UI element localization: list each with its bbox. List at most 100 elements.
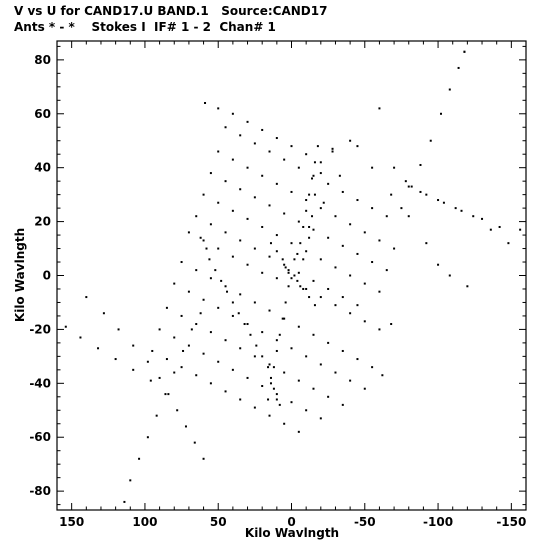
uv-point: [319, 161, 322, 164]
uv-point: [305, 199, 308, 202]
uv-point: [312, 174, 315, 177]
uv-point: [283, 422, 286, 425]
uv-point: [308, 225, 311, 228]
uv-point: [149, 379, 152, 382]
uv-point: [290, 190, 293, 193]
uv-point: [190, 328, 193, 331]
uv-point: [246, 166, 249, 169]
uv-point: [311, 215, 314, 218]
uv-point: [231, 112, 234, 115]
x-axis-label: Kilo Wavlngth: [245, 526, 339, 540]
uv-point: [448, 88, 451, 91]
uv-point: [297, 379, 300, 382]
uv-point: [217, 306, 220, 309]
uv-point: [275, 277, 278, 280]
uv-point: [151, 349, 154, 352]
uv-point: [184, 425, 187, 428]
uv-point: [267, 366, 270, 369]
uv-point: [297, 220, 300, 223]
y-tick-label: -60: [29, 430, 51, 444]
uv-point: [246, 323, 249, 326]
uv-point: [269, 382, 272, 385]
uv-point: [378, 328, 381, 331]
uv-point: [205, 247, 208, 250]
uv-point: [356, 199, 359, 202]
uv-point: [224, 285, 227, 288]
uv-point: [297, 325, 300, 328]
uv-point: [349, 312, 352, 315]
uv-point: [275, 234, 278, 237]
uv-point: [425, 193, 428, 196]
uv-point: [327, 287, 330, 290]
uv-point: [268, 414, 271, 417]
uv-point: [308, 296, 311, 299]
uv-point: [195, 269, 198, 272]
uv-point: [284, 301, 287, 304]
uv-point: [283, 212, 286, 215]
uv-point: [275, 393, 278, 396]
uv-point: [349, 139, 352, 142]
uv-point: [146, 360, 149, 363]
uv-point: [419, 163, 422, 166]
uv-point: [407, 185, 410, 188]
uv-point: [281, 258, 284, 261]
uv-point: [419, 190, 422, 193]
uv-point: [224, 390, 227, 393]
uv-points: [64, 50, 522, 503]
uv-point: [429, 139, 432, 142]
uv-point: [457, 66, 460, 69]
uv-point: [261, 174, 264, 177]
uv-point: [158, 376, 161, 379]
uv-point: [261, 271, 264, 274]
uv-point: [231, 368, 234, 371]
uv-point: [79, 336, 82, 339]
uv-point: [338, 174, 341, 177]
uv-point: [371, 261, 374, 264]
uv-point: [334, 215, 337, 218]
uv-point: [327, 395, 330, 398]
uv-point: [275, 339, 278, 342]
uv-point: [305, 250, 308, 253]
uv-point: [312, 228, 315, 231]
uv-point: [393, 166, 396, 169]
uv-point: [249, 333, 252, 336]
uv-point: [231, 158, 234, 161]
uv-point: [167, 393, 170, 396]
uv-point: [155, 414, 158, 417]
uv-point: [253, 196, 256, 199]
uv-point: [404, 180, 407, 183]
uv-point: [231, 209, 234, 212]
uv-point: [226, 290, 229, 293]
uv-point: [272, 366, 275, 369]
uv-point: [253, 355, 256, 358]
chart-title: V vs U for CAND17.U BAND.1 Source:CAND17: [14, 4, 328, 18]
uv-point: [302, 287, 305, 290]
uv-point: [146, 436, 149, 439]
uv-point: [246, 376, 249, 379]
uv-point: [319, 417, 322, 420]
x-tick-label: -50: [354, 515, 376, 529]
uv-point: [173, 282, 176, 285]
uv-point: [114, 358, 117, 361]
uv-point: [246, 263, 249, 266]
uv-point: [275, 182, 278, 185]
uv-point: [195, 215, 198, 218]
uv-point: [305, 287, 308, 290]
uv-point: [97, 347, 100, 350]
uv-point: [85, 296, 88, 299]
uv-point: [341, 296, 344, 299]
uv-point: [319, 172, 322, 175]
uv-point: [253, 406, 256, 409]
uv-point: [356, 358, 359, 361]
uv-point: [268, 363, 271, 366]
uv-point: [275, 250, 278, 253]
uv-point: [341, 349, 344, 352]
uv-point: [319, 363, 322, 366]
uv-point: [102, 312, 105, 315]
uv-point: [224, 231, 227, 234]
uv-point: [305, 209, 308, 212]
uv-point: [302, 258, 305, 261]
uv-point: [312, 387, 315, 390]
uv-point: [448, 274, 451, 277]
uv-point: [129, 479, 132, 482]
